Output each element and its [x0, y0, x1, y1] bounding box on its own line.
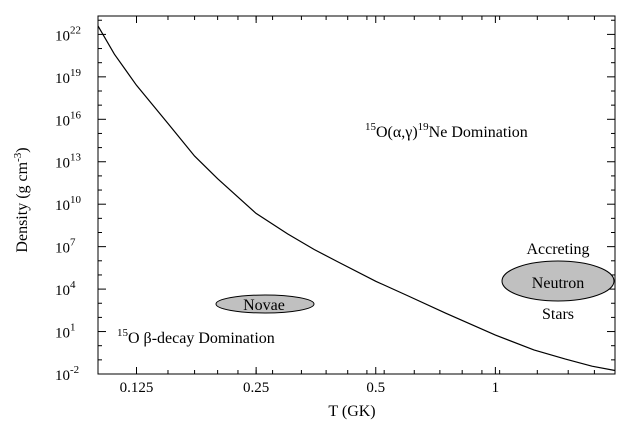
y-tick-label: 104 — [55, 279, 76, 299]
x-tick-label: 0.125 — [120, 380, 154, 396]
y-axis-label-sup: -3 — [12, 152, 24, 162]
y-tick-label: 1016 — [55, 109, 82, 129]
y-axis-label-main: Density (g cm — [14, 161, 31, 252]
upper-region-text2: Ne Domination — [429, 124, 528, 141]
x-axis-ticks: 0.125 0.25 0.5 1 — [120, 16, 595, 396]
x-tick-label: 1 — [492, 380, 500, 396]
y-axis-ticks: 10-2 101 104 107 1010 1013 1016 1019 1022 — [55, 19, 615, 384]
stars-label: Stars — [542, 306, 574, 323]
y-axis-label: Density (g cm-3) — [12, 147, 31, 252]
upper-region-sup2: 19 — [418, 121, 430, 133]
y-tick-label: 1022 — [55, 24, 81, 44]
y-tick-label: 101 — [55, 322, 76, 342]
lower-region-text1: O β-decay Domination — [128, 330, 275, 347]
y-tick-label: 10-2 — [55, 364, 79, 384]
y-tick-label: 1019 — [55, 67, 82, 87]
novae-label: Novae — [243, 297, 285, 314]
x-tick-label: 0.5 — [366, 380, 385, 396]
lower-region-sup1: 15 — [117, 327, 129, 339]
novae-region — [215, 294, 315, 314]
y-tick-label: 1013 — [55, 152, 82, 172]
lower-region-label: 15O β-decay Domination — [117, 327, 275, 347]
accreting-label: Accreting — [526, 241, 589, 258]
x-axis-label: T (GK) — [328, 403, 375, 420]
neutron-label: Neutron — [532, 275, 584, 292]
y-tick-label: 107 — [55, 237, 76, 257]
upper-region-label: 15O(α,γ)19Ne Domination — [365, 121, 528, 141]
upper-region-sup1: 15 — [365, 121, 377, 133]
x-tick-label: 0.25 — [243, 380, 269, 396]
y-axis-label-close: ) — [14, 147, 31, 152]
y-tick-label: 1010 — [55, 194, 82, 214]
neutron-star-region — [501, 260, 615, 302]
plot-frame — [97, 15, 616, 375]
upper-region-text1: O(α,γ) — [376, 124, 418, 141]
domination-boundary-line — [97, 25, 616, 372]
